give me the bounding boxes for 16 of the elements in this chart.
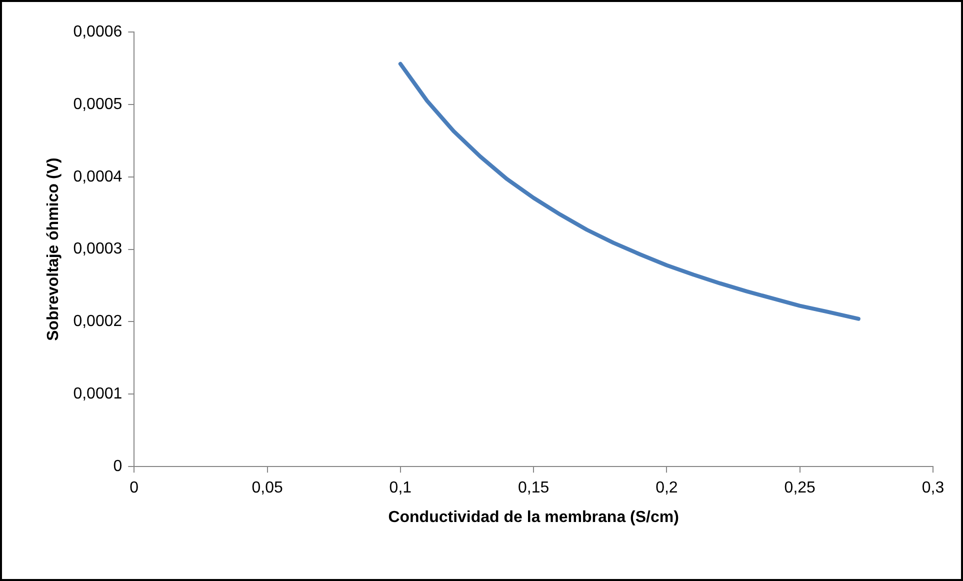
y-tick-label: 0,0002 bbox=[73, 313, 122, 330]
x-tick-label: 0,2 bbox=[656, 480, 678, 497]
y-tick-label: 0 bbox=[113, 458, 122, 476]
y-tick-label: 0,0005 bbox=[73, 96, 122, 113]
y-tick-label: 0,0004 bbox=[73, 168, 122, 186]
x-tick-label: 0 bbox=[130, 480, 139, 497]
x-tick-label: 0,25 bbox=[784, 480, 816, 497]
x-tick-label: 0,15 bbox=[518, 480, 550, 497]
x-tick-label: 0,1 bbox=[389, 480, 412, 497]
x-tick-label: 0,3 bbox=[922, 480, 944, 497]
y-tick-label: 0,0001 bbox=[73, 386, 122, 403]
x-tick-label: 0,05 bbox=[252, 480, 283, 497]
x-axis-title: Conductividad de la membrana (S/cm) bbox=[388, 508, 679, 526]
y-tick-label: 0,0003 bbox=[73, 240, 122, 258]
y-tick-label: 0,0006 bbox=[73, 23, 122, 40]
y-axis-title: Sobrevoltaje óhmico (V) bbox=[45, 158, 62, 341]
